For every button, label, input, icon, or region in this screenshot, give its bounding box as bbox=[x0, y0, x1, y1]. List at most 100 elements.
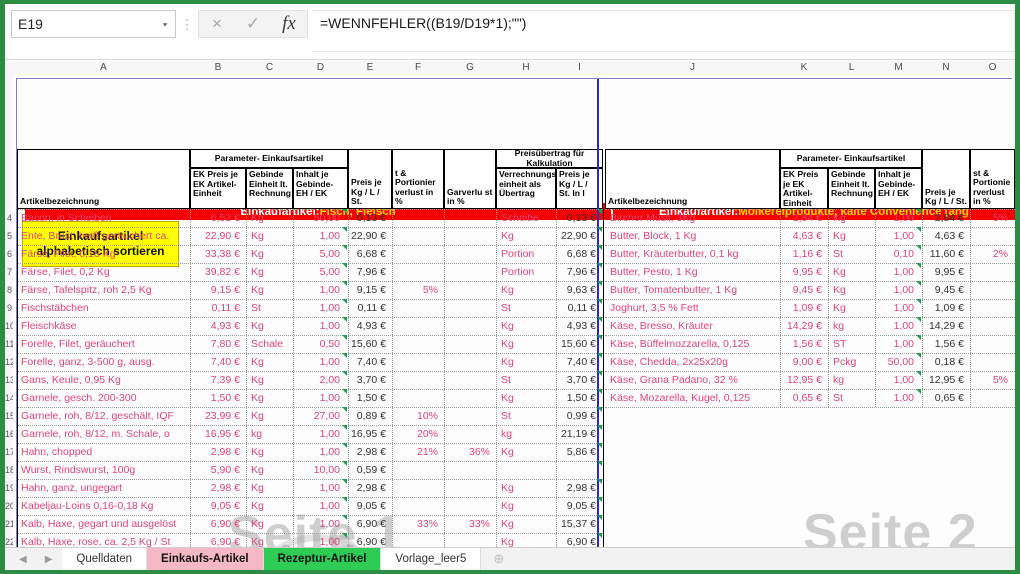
cell-e-1[interactable]: 22,90 € bbox=[351, 230, 387, 242]
row-header-13[interactable]: 13 bbox=[5, 375, 13, 385]
sheet-tab-rezeptur-artikel[interactable]: Rezeptur-Artikel bbox=[263, 548, 382, 570]
cell-e-13[interactable]: 2,98 € bbox=[356, 446, 386, 458]
row-header-17[interactable]: 17 bbox=[5, 447, 13, 457]
cell-a-9[interactable]: Gans, Keule, 0,95 Kg bbox=[21, 374, 121, 386]
cell-b-8[interactable]: 7,40 € bbox=[210, 356, 240, 368]
cell-n-1[interactable]: 4,63 € bbox=[934, 230, 964, 242]
cell-h-1[interactable]: Kg bbox=[501, 230, 514, 242]
cell-b-11[interactable]: 23,99 € bbox=[204, 410, 240, 422]
cell-e-9[interactable]: 3,70 € bbox=[356, 374, 386, 386]
cell-c-0[interactable]: Kg bbox=[251, 212, 264, 224]
cell-n-0[interactable]: 2,84 € bbox=[934, 212, 964, 224]
column-header-n[interactable]: N bbox=[942, 62, 950, 73]
row-header-7[interactable]: 7 bbox=[6, 267, 12, 277]
cell-m-9[interactable]: 1,00 bbox=[893, 374, 914, 386]
cell-l-0[interactable]: Kg bbox=[833, 212, 846, 224]
cell-e-2[interactable]: 6,68 € bbox=[356, 248, 386, 260]
cell-g-13[interactable]: 36% bbox=[468, 446, 490, 458]
cell-o-9[interactable]: 5% bbox=[992, 374, 1008, 386]
column-header-o[interactable]: O bbox=[988, 62, 997, 73]
cell-c-5[interactable]: St bbox=[251, 302, 261, 314]
cell-b-13[interactable]: 2,98 € bbox=[210, 446, 240, 458]
cell-i-2[interactable]: 6,68 € bbox=[566, 248, 596, 260]
cell-n-7[interactable]: 1,56 € bbox=[934, 338, 964, 350]
cell-d-5[interactable]: 1,00 bbox=[319, 302, 340, 314]
cell-c-10[interactable]: Kg bbox=[251, 392, 264, 404]
cell-a-0[interactable]: Bacon, in Scheiben bbox=[21, 212, 112, 224]
cell-i-1[interactable]: 22,90 € bbox=[560, 230, 596, 242]
cell-d-8[interactable]: 1,00 bbox=[319, 356, 340, 368]
header-cell-h[interactable]: Verrechnungs einheit als Übertrag bbox=[496, 168, 556, 209]
cell-i-17[interactable]: 15,37 € bbox=[560, 518, 596, 530]
cell-h-11[interactable]: St bbox=[501, 410, 511, 422]
cell-n-4[interactable]: 9,45 € bbox=[934, 284, 964, 296]
row-header-8[interactable]: 8 bbox=[6, 285, 12, 295]
cell-i-5[interactable]: 0,11 € bbox=[567, 302, 596, 314]
cell-m-6[interactable]: 1,00 bbox=[893, 320, 914, 332]
cell-k-1[interactable]: 4,63 € bbox=[792, 230, 822, 242]
cell-e-0[interactable]: 0,13 € bbox=[356, 212, 386, 224]
header-cell-i[interactable]: Preis je Kg / L / St. In l bbox=[556, 168, 603, 209]
cell-j-5[interactable]: Joghurt, 3,5 % Fett bbox=[610, 302, 699, 314]
cell-a-6[interactable]: Fleischkäse bbox=[21, 320, 77, 332]
cell-a-8[interactable]: Forelle, ganz, 3-500 g, ausg. bbox=[21, 356, 155, 368]
row-header-5[interactable]: 5 bbox=[6, 231, 12, 241]
cell-d-15[interactable]: 1,00 bbox=[319, 482, 340, 494]
column-header-i[interactable]: I bbox=[578, 62, 581, 73]
sheet-tab-einkaufs-artikel[interactable]: Einkaufs-Artikel bbox=[147, 548, 264, 570]
cell-i-6[interactable]: 4,93 € bbox=[566, 320, 596, 332]
row-header-9[interactable]: 9 bbox=[6, 303, 12, 313]
cell-h-3[interactable]: Portion bbox=[501, 266, 535, 278]
cell-g-17[interactable]: 33% bbox=[468, 518, 490, 530]
column-header-a[interactable]: A bbox=[100, 62, 107, 73]
cell-c-6[interactable]: Kg bbox=[251, 320, 264, 332]
cell-m-1[interactable]: 1,00 bbox=[893, 230, 914, 242]
cell-i-11[interactable]: 0,99 € bbox=[566, 410, 596, 422]
cell-l-7[interactable]: ST bbox=[833, 338, 847, 350]
cell-d-9[interactable]: 2,00 bbox=[319, 374, 340, 386]
column-header-g[interactable]: G bbox=[466, 62, 474, 73]
row-header-19[interactable]: 19 bbox=[5, 483, 13, 493]
cell-h-4[interactable]: Kg bbox=[501, 284, 514, 296]
cell-a-1[interactable]: Ente, Brust, heiß geräuchert ca. bbox=[21, 230, 170, 242]
cell-e-17[interactable]: 6,90 € bbox=[356, 518, 386, 530]
cell-b-17[interactable]: 6,90 € bbox=[210, 518, 240, 530]
cell-l-1[interactable]: Kg bbox=[833, 230, 846, 242]
cell-c-16[interactable]: Kg bbox=[251, 500, 264, 512]
cell-c-1[interactable]: Kg bbox=[251, 230, 264, 242]
cell-a-17[interactable]: Kalb, Haxe, gegart und ausgelöst bbox=[21, 518, 177, 530]
sheet-tab-quelldaten[interactable]: Quelldaten bbox=[62, 548, 148, 570]
cell-a-5[interactable]: Fischstäbchen bbox=[21, 302, 89, 314]
cell-i-8[interactable]: 7,40 € bbox=[566, 356, 596, 368]
cell-m-10[interactable]: 1,00 bbox=[893, 392, 914, 404]
cell-k-6[interactable]: 14,29 € bbox=[786, 320, 822, 332]
cell-d-0[interactable]: 50,00 bbox=[313, 212, 340, 224]
cell-i-9[interactable]: 3,70 € bbox=[566, 374, 596, 386]
cell-d-4[interactable]: 1,00 bbox=[319, 284, 340, 296]
cell-h-9[interactable]: St bbox=[501, 374, 511, 386]
row-header-4[interactable]: 4 bbox=[6, 213, 12, 223]
cell-k-3[interactable]: 9,95 € bbox=[792, 266, 822, 278]
cell-h-0[interactable]: Scheibe bbox=[501, 212, 539, 224]
name-box[interactable]: E19 ▼ bbox=[11, 10, 176, 38]
cell-h-12[interactable]: kg bbox=[501, 428, 513, 440]
header-group-parameter-left[interactable]: Parameter- Einkaufsartikel bbox=[190, 149, 348, 168]
cell-n-5[interactable]: 1,09 € bbox=[934, 302, 964, 314]
row-header-6[interactable]: 6 bbox=[6, 249, 12, 259]
cell-c-13[interactable]: Kg bbox=[251, 446, 264, 458]
column-header-d[interactable]: D bbox=[316, 62, 325, 73]
chevron-down-icon[interactable]: ▼ bbox=[161, 20, 169, 28]
cell-l-5[interactable]: Kg bbox=[833, 302, 846, 314]
cell-c-15[interactable]: Kg bbox=[251, 482, 264, 494]
row-header-15[interactable]: 15 bbox=[5, 411, 13, 421]
header-cell-d[interactable]: Inhalt je Gebinde- EH / EK bbox=[293, 168, 348, 209]
cell-l-8[interactable]: Pckg bbox=[833, 356, 857, 368]
cell-h-10[interactable]: Kg bbox=[501, 392, 514, 404]
cell-l-10[interactable]: St bbox=[833, 392, 843, 404]
cell-e-3[interactable]: 7,96 € bbox=[356, 266, 386, 278]
cell-l-6[interactable]: kg bbox=[833, 320, 845, 332]
column-header-c[interactable]: C bbox=[265, 62, 274, 73]
header-cell-m[interactable]: Inhalt je Gebinde- EH / EK bbox=[875, 168, 922, 209]
cell-a-11[interactable]: Garnele, roh, 8/12, geschält, IQF bbox=[21, 410, 174, 422]
cell-h-6[interactable]: Kg bbox=[501, 320, 514, 332]
